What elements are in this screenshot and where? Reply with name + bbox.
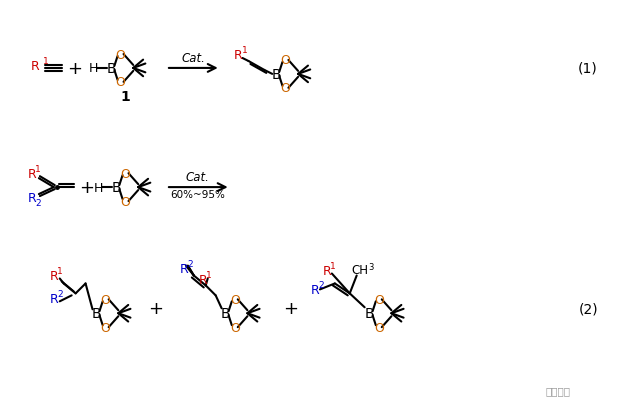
Text: 3: 3: [368, 262, 373, 271]
Text: 1: 1: [206, 270, 212, 279]
Text: 1: 1: [330, 261, 336, 271]
Text: O: O: [100, 321, 110, 334]
Text: 2: 2: [35, 198, 41, 207]
Text: Cat.: Cat.: [182, 52, 206, 65]
Text: Cat.: Cat.: [186, 170, 210, 183]
Text: R: R: [49, 292, 58, 305]
Text: R: R: [198, 273, 207, 286]
Text: B: B: [107, 62, 116, 76]
Text: 1: 1: [241, 45, 247, 54]
Text: 2: 2: [187, 260, 193, 269]
Text: O: O: [374, 321, 384, 334]
Text: O: O: [374, 293, 384, 306]
Text: R: R: [49, 269, 58, 282]
Text: O: O: [120, 195, 130, 208]
Text: +: +: [283, 300, 298, 318]
Text: O: O: [280, 54, 290, 67]
Text: +: +: [79, 179, 94, 196]
Text: R: R: [311, 283, 319, 296]
Text: O: O: [120, 167, 130, 180]
Text: H: H: [94, 181, 103, 194]
Text: H: H: [89, 62, 98, 75]
Text: (1): (1): [578, 62, 598, 76]
Text: B: B: [271, 68, 281, 82]
Text: O: O: [115, 49, 125, 62]
Text: O: O: [115, 76, 125, 89]
Text: CH: CH: [351, 263, 368, 276]
Text: B: B: [365, 307, 374, 320]
Text: (2): (2): [578, 302, 598, 315]
Text: R: R: [27, 191, 36, 204]
Text: 有机合成: 有机合成: [546, 385, 571, 395]
Text: 1: 1: [57, 266, 62, 275]
Text: O: O: [230, 321, 240, 334]
Text: 60%~95%: 60%~95%: [170, 190, 225, 200]
Text: R: R: [31, 60, 40, 73]
Text: 2: 2: [57, 289, 62, 298]
Text: B: B: [112, 181, 121, 195]
Text: R: R: [180, 262, 188, 275]
Text: R: R: [323, 264, 331, 277]
Text: B: B: [221, 307, 230, 320]
Text: R: R: [27, 167, 36, 180]
Text: O: O: [100, 293, 110, 306]
Text: O: O: [230, 293, 240, 306]
Text: 1: 1: [35, 164, 41, 173]
Text: +: +: [149, 300, 163, 318]
Text: 1: 1: [120, 90, 130, 103]
Text: +: +: [67, 60, 82, 78]
Text: 2: 2: [318, 280, 324, 289]
Text: R: R: [234, 49, 243, 62]
Text: O: O: [280, 82, 290, 95]
Text: B: B: [92, 307, 101, 320]
Text: 1: 1: [43, 58, 49, 66]
